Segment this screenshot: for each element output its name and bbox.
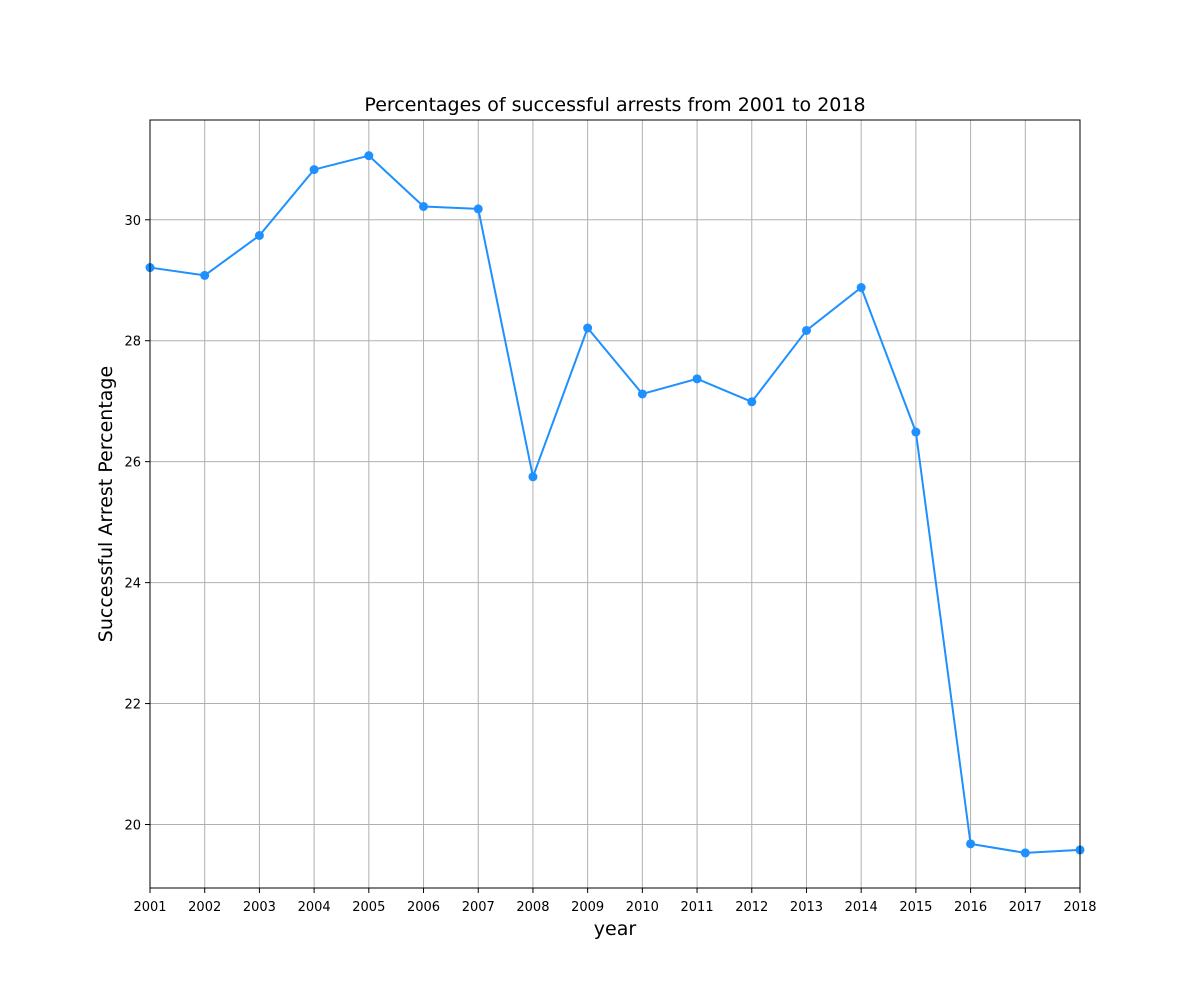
data-point [309,165,319,175]
x-axis-ticks: 2001 2002 2003 2004 2005 2006 2007 2008 2009 2010… [133,888,1097,915]
chart-title: Percentages of successful arrests from 2… [364,94,865,116]
data-point [966,839,976,849]
y-axis-ticks: 20 22 24 26 28 30 [124,214,150,834]
x-tick-label: 2004 [298,900,331,915]
x-tick-label: 2002 [188,900,221,915]
y-tick-label: 26 [124,456,141,471]
x-tick-label: 2001 [133,900,166,915]
data-point [1020,848,1030,858]
x-tick-label: 2008 [516,900,549,915]
y-axis-label: Successful Arrest Percentage [95,366,117,642]
x-axis-label: year [594,918,637,940]
x-tick-label: 2007 [462,900,495,915]
y-tick-label: 28 [124,335,141,350]
x-tick-label: 2018 [1063,900,1096,915]
y-tick-label: 24 [124,577,141,592]
x-tick-label: 2003 [243,900,276,915]
data-point [692,374,702,384]
data-point [200,270,210,280]
x-tick-label: 2017 [1009,900,1042,915]
plot-frame [149,119,1081,889]
data-point [583,323,593,333]
x-tick-label: 2011 [681,900,714,915]
grid [149,120,1081,888]
data-point [473,204,483,214]
y-tick-label: 20 [124,819,141,834]
series-layer [145,151,1085,858]
data-point [419,201,429,211]
x-tick-label: 2010 [626,900,659,915]
x-tick-label: 2012 [735,900,768,915]
data-point [364,151,374,161]
x-tick-label: 2014 [845,900,878,915]
y-tick-label: 22 [124,698,141,713]
x-tick-label: 2015 [899,900,932,915]
series-line [149,154,1081,854]
data-point [801,325,811,335]
data-point [637,389,647,399]
data-point [528,472,538,482]
x-tick-label: 2005 [352,900,385,915]
data-point [254,231,264,241]
y-tick-label: 30 [124,214,141,229]
data-point [747,397,757,407]
x-tick-label: 2009 [571,900,604,915]
data-point [856,283,866,293]
x-tick-label: 2016 [954,900,987,915]
data-point [911,427,921,437]
x-tick-label: 2006 [407,900,440,915]
x-tick-label: 2013 [790,900,823,915]
